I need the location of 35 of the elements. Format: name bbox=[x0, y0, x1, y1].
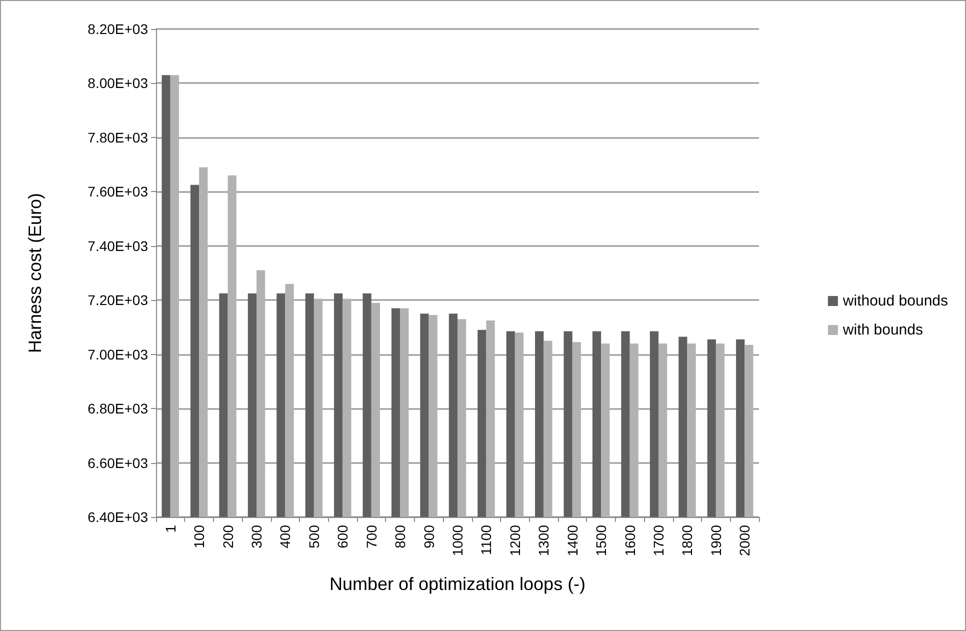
y-axis-title: Harness cost (Euro) bbox=[25, 192, 45, 354]
y-tick-label: 6.80E+03 bbox=[88, 400, 148, 417]
x-tick-label: 500 bbox=[306, 524, 322, 548]
x-tick-label: 1100 bbox=[478, 524, 494, 556]
x-tick-label: 1000 bbox=[450, 524, 466, 556]
x-tick-label: 2000 bbox=[736, 524, 753, 556]
x-tick-label: 400 bbox=[277, 524, 294, 548]
x-tick-label: 1900 bbox=[708, 524, 724, 556]
x-tick-label: 800 bbox=[392, 524, 408, 548]
x-tick-label: 700 bbox=[363, 524, 380, 548]
y-tick-label: 8.20E+03 bbox=[88, 21, 148, 37]
x-axis-title: Number of optimization loops (-) bbox=[329, 574, 586, 594]
x-tick-label: 300 bbox=[248, 524, 264, 548]
y-tick-label: 7.40E+03 bbox=[88, 238, 148, 254]
x-tick-label: 1500 bbox=[593, 524, 610, 556]
y-tick-label: 6.40E+03 bbox=[88, 509, 148, 525]
x-tick-label: 1700 bbox=[650, 524, 666, 556]
x-tick-label: 200 bbox=[220, 524, 236, 548]
x-tick-label: 100 bbox=[191, 524, 208, 548]
x-tick-label: 1300 bbox=[536, 524, 552, 556]
x-tick-label: 1400 bbox=[564, 524, 580, 556]
y-tick-label: 7.60E+03 bbox=[88, 184, 148, 200]
x-tick-label: 1800 bbox=[679, 524, 696, 556]
y-tick-label: 6.60E+03 bbox=[88, 454, 148, 471]
y-tick-label: 8.00E+03 bbox=[88, 75, 148, 92]
x-tick-label: 1200 bbox=[506, 524, 523, 556]
x-tick-label: 600 bbox=[334, 524, 351, 548]
x-tick-label: 900 bbox=[420, 524, 437, 548]
legend-label: withoud bounds bbox=[842, 292, 948, 310]
y-tick-label: 7.00E+03 bbox=[88, 346, 148, 362]
x-tick-label: 1600 bbox=[622, 524, 638, 556]
x-tick-label: 1 bbox=[162, 524, 178, 533]
y-tick-label: 7.80E+03 bbox=[88, 129, 148, 146]
y-tick-label: 7.20E+03 bbox=[88, 292, 148, 308]
legend-label: with bounds bbox=[842, 322, 923, 338]
